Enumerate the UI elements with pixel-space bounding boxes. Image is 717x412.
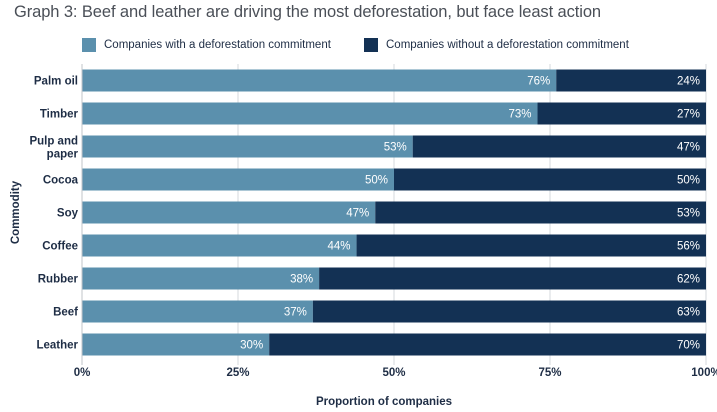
category-label: Timber: [40, 109, 79, 121]
bar-without-commitment: [412, 135, 706, 158]
category-label: Cocoa: [43, 175, 79, 187]
category-label: Beef: [53, 307, 78, 319]
x-tick-label: 100%: [691, 367, 717, 379]
bar-label-without-commitment: 27%: [677, 109, 700, 121]
bar-label-with-commitment: 38%: [290, 274, 313, 286]
bar-without-commitment: [394, 168, 706, 191]
bar-label-without-commitment: 47%: [677, 142, 700, 154]
x-tick-label: 50%: [382, 367, 405, 379]
bar-label-without-commitment: 24%: [677, 76, 700, 88]
bar-without-commitment: [556, 69, 706, 92]
bar-with-commitment: [82, 333, 270, 356]
bar-label-without-commitment: 63%: [677, 307, 700, 319]
x-tick-label: 75%: [538, 367, 561, 379]
bar-label-with-commitment: 30%: [240, 340, 263, 352]
bar-label-without-commitment: 56%: [677, 241, 700, 253]
legend-item-with-commitment: Companies with a deforestation commitmen…: [82, 37, 331, 53]
category-label: Leather: [36, 340, 78, 352]
y-axis-title: Commodity: [10, 180, 22, 244]
legend-swatch-with-commitment: [82, 38, 96, 52]
category-label: Pulp and paper: [29, 136, 78, 161]
bar-label-with-commitment: 37%: [284, 307, 307, 319]
category-label: Coffee: [42, 241, 78, 253]
bar-label-without-commitment: 62%: [677, 274, 700, 286]
bar-with-commitment: [82, 234, 357, 257]
bar-label-without-commitment: 70%: [677, 340, 700, 352]
bar-label-without-commitment: 53%: [677, 208, 700, 220]
category-label: Palm oil: [34, 76, 78, 88]
category-label: Soy: [57, 208, 79, 220]
bar-with-commitment: [82, 168, 394, 191]
chart-title: Graph 3: Beef and leather are driving th…: [14, 3, 601, 21]
legend-label-with-commitment: Companies with a deforestation commitmen…: [104, 39, 331, 51]
x-tick-label: 25%: [226, 367, 249, 379]
bar-label-with-commitment: 76%: [527, 76, 550, 88]
bar-without-commitment: [319, 267, 706, 290]
bar-with-commitment: [82, 69, 557, 92]
bar-label-with-commitment: 73%: [508, 109, 531, 121]
bar-with-commitment: [82, 300, 313, 323]
bar-without-commitment: [269, 333, 706, 356]
bar-with-commitment: [82, 135, 413, 158]
bar-label-without-commitment: 50%: [677, 175, 700, 187]
bar-without-commitment: [356, 234, 706, 257]
legend-swatch-without-commitment: [364, 38, 378, 52]
bar-without-commitment: [375, 201, 706, 224]
bar-without-commitment: [312, 300, 706, 323]
category-label: Rubber: [38, 274, 79, 286]
legend-item-without-commitment: Companies without a deforestation commit…: [364, 37, 629, 53]
bar-label-with-commitment: 53%: [384, 142, 407, 154]
bar-label-with-commitment: 44%: [328, 241, 351, 253]
bar-without-commitment: [537, 102, 706, 125]
bar-with-commitment: [82, 267, 320, 290]
x-axis-title: Proportion of companies: [316, 396, 452, 408]
legend-label-without-commitment: Companies without a deforestation commit…: [386, 39, 629, 51]
bar-label-with-commitment: 50%: [365, 175, 388, 187]
bar-label-with-commitment: 47%: [346, 208, 369, 220]
bar-with-commitment: [82, 102, 538, 125]
bar-with-commitment: [82, 201, 376, 224]
x-tick-label: 0%: [74, 367, 91, 379]
